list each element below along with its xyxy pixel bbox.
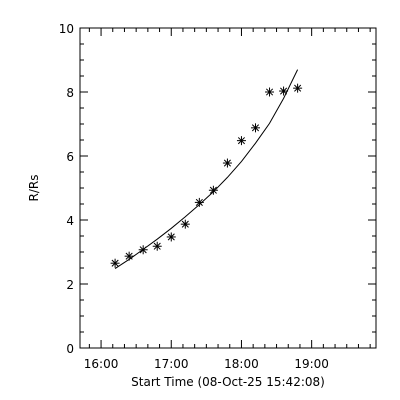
data-point (236, 136, 246, 146)
data-point (194, 197, 204, 207)
x-tick-label: 16:00 (84, 357, 119, 371)
x-tick-label: 18:00 (224, 357, 259, 371)
y-axis-label: R/Rs (27, 175, 41, 202)
data-point (180, 219, 190, 229)
y-tick-label: 8 (66, 86, 74, 100)
data-points-group (110, 83, 303, 268)
data-point (265, 87, 275, 97)
x-tick-label: 17:00 (154, 357, 189, 371)
fit-curve (114, 69, 299, 270)
x-tick-label: 19:00 (294, 357, 329, 371)
data-point (250, 123, 260, 133)
y-tick-label: 10 (59, 22, 74, 36)
y-axis-ticks: 0 2 4 6 8 10 (59, 22, 376, 356)
x-axis-label: Start Time (08-Oct-25 15:42:08) (131, 375, 325, 389)
data-point (110, 258, 120, 268)
y-tick-label: 2 (66, 278, 74, 292)
y-tick-label: 0 (66, 342, 74, 356)
x-axis-ticks: 16:00 17:00 18:00 19:00 (84, 28, 371, 371)
data-point (222, 158, 232, 168)
data-point (152, 241, 162, 251)
data-point (208, 185, 218, 195)
data-point (293, 83, 303, 93)
plot-frame (79, 27, 377, 349)
data-point (124, 251, 134, 261)
data-point (166, 232, 176, 242)
fit-curve-group (114, 69, 299, 270)
y-tick-label: 6 (66, 150, 74, 164)
data-point (279, 86, 289, 96)
y-tick-label: 4 (66, 214, 74, 228)
data-point (138, 245, 148, 255)
